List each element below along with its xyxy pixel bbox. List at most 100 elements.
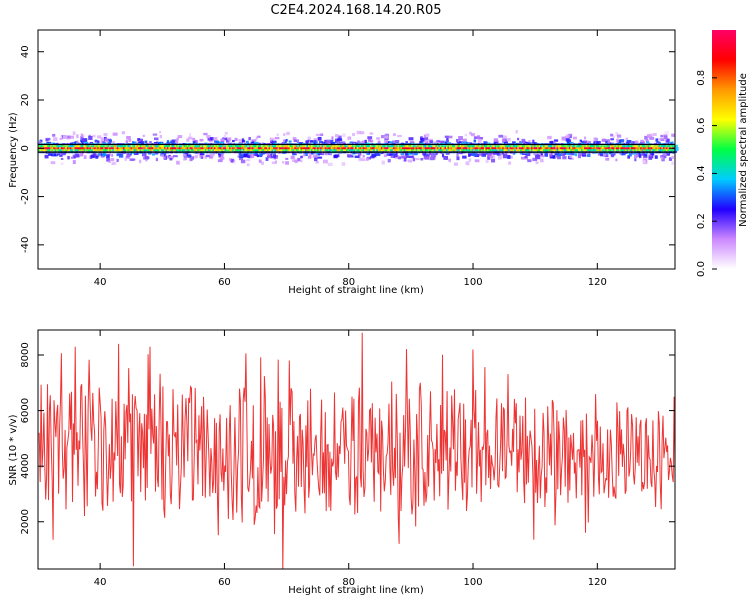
spectrogram-cell: [660, 134, 664, 138]
spectrogram-cell: [502, 147, 504, 150]
spectrogram-cell: [305, 140, 310, 145]
spectrogram-cell: [142, 149, 145, 152]
spectrogram-cell: [321, 141, 326, 144]
spectrogram-cell: [97, 135, 102, 139]
spectrogram-cell: [621, 147, 624, 150]
spectrogram-cell: [259, 147, 262, 150]
spectrogram-cell: [317, 145, 319, 148]
spectrogram-cell: [470, 149, 472, 152]
spectrogram-cell: [94, 139, 98, 143]
spectrogram-cell: [440, 140, 445, 145]
spectrogram-cell: [426, 149, 428, 152]
spectrogram-cell: [635, 145, 638, 148]
spectrogram-cell: [54, 152, 59, 155]
spectrogram-cell: [394, 145, 397, 148]
spectrogram-cell: [491, 155, 496, 158]
spectrogram-cell: [273, 145, 275, 148]
spectrogram-cell: [248, 145, 251, 148]
spectrogram-cell: [414, 149, 416, 152]
spectrogram-cell: [574, 145, 577, 148]
spectrogram-cell: [541, 145, 544, 148]
spectrogram-cell: [470, 145, 472, 148]
spectrogram-cell: [159, 134, 162, 139]
spectrogram-cell: [657, 141, 660, 145]
spectrogram-cell: [512, 145, 515, 148]
spectrogram-cell: [226, 145, 228, 148]
spectrogram-cell: [102, 140, 105, 145]
spectrogram-cell: [182, 154, 187, 157]
spectrogram-cell: [530, 149, 533, 152]
spectrogram-cell: [422, 152, 426, 156]
spectrogram-cell: [638, 149, 641, 152]
spectrogram-cell: [365, 149, 368, 152]
spectrogram-cell: [532, 157, 538, 162]
spectrogram-cell: [574, 149, 577, 152]
spectrogram-cell: [524, 145, 527, 148]
spectrogram-cell: [561, 147, 563, 150]
spectrogram-cell: [420, 137, 425, 142]
spectrogram-cell: [44, 154, 49, 159]
spectrogram-cell: [603, 145, 606, 148]
spectrogram-cell: [197, 149, 199, 152]
spectrogram-cell: [188, 147, 190, 150]
spectrogram-cell: [566, 139, 572, 143]
spectrogram-cell: [661, 145, 664, 148]
spectrogram-cell: [309, 140, 315, 143]
spectrogram-cell: [312, 154, 318, 158]
spectrogram-cell: [282, 149, 284, 152]
spectrogram-cell: [227, 149, 230, 152]
spectrogram-cell: [223, 135, 227, 138]
spectrogram-cell: [336, 145, 339, 148]
spectrogram-cell: [361, 145, 363, 148]
spectrogram-cell: [608, 145, 610, 148]
spectrogram-cell: [491, 145, 494, 148]
spectrogram-cell: [176, 147, 178, 150]
spectrogram-cell: [656, 149, 659, 152]
spectrogram-cell: [556, 155, 561, 158]
spectrogram-cell: [553, 145, 556, 148]
spectrogram-cell: [68, 147, 71, 150]
spectrogram-cell: [450, 147, 453, 150]
spectrogram-cell: [491, 147, 494, 150]
spectrogram-cell: [60, 149, 63, 152]
spectrogram-cell: [433, 147, 436, 150]
spectrogram-cell: [118, 149, 121, 152]
spectrogram-cell: [45, 147, 48, 150]
spectrogram-cell: [664, 147, 667, 150]
spectrogram-cell: [81, 149, 84, 152]
spectrogram-cell: [245, 145, 248, 148]
spectrogram-cell: [289, 145, 292, 148]
spectrogram-cell: [186, 145, 189, 148]
spectrogram-cell: [467, 145, 469, 148]
spectrogram-cell: [163, 156, 166, 159]
spectrogram-cell: [74, 147, 77, 150]
spectrogram-cell: [246, 159, 251, 162]
spectrogram-cell: [617, 134, 622, 138]
spectrogram-cell: [121, 149, 124, 152]
spectrogram-cell: [132, 141, 135, 144]
spectrogram-cell: [587, 153, 591, 158]
spectrogram-cell: [497, 145, 500, 148]
spectrogram-cell: [197, 147, 199, 150]
spectrogram-cell: [532, 149, 535, 152]
spectrogram-cell: [395, 153, 398, 157]
spectrogram-cell: [115, 149, 118, 152]
spectrogram-cell: [536, 145, 539, 148]
spectrogram-cell: [235, 149, 237, 152]
spectrogram-cell: [353, 145, 356, 148]
x-tick-label: 100: [463, 577, 482, 588]
spectrogram-cell: [568, 149, 571, 152]
spectrogram-cell: [204, 147, 207, 150]
spectrogram-cell: [482, 145, 485, 148]
spectrogram-cell: [248, 147, 251, 150]
spectrogram-cell: [593, 141, 596, 145]
spectrogram-cell: [652, 133, 657, 137]
spectrogram-cell: [634, 158, 637, 162]
spectrogram-cell: [283, 145, 286, 148]
spectrogram-cell: [559, 149, 562, 152]
spectrogram-cell: [270, 139, 273, 144]
spectrogram-cell: [234, 137, 238, 141]
spectrogram-cell: [351, 145, 354, 148]
spectrogram-cell: [555, 145, 557, 148]
spectrogram-cell: [673, 144, 678, 148]
